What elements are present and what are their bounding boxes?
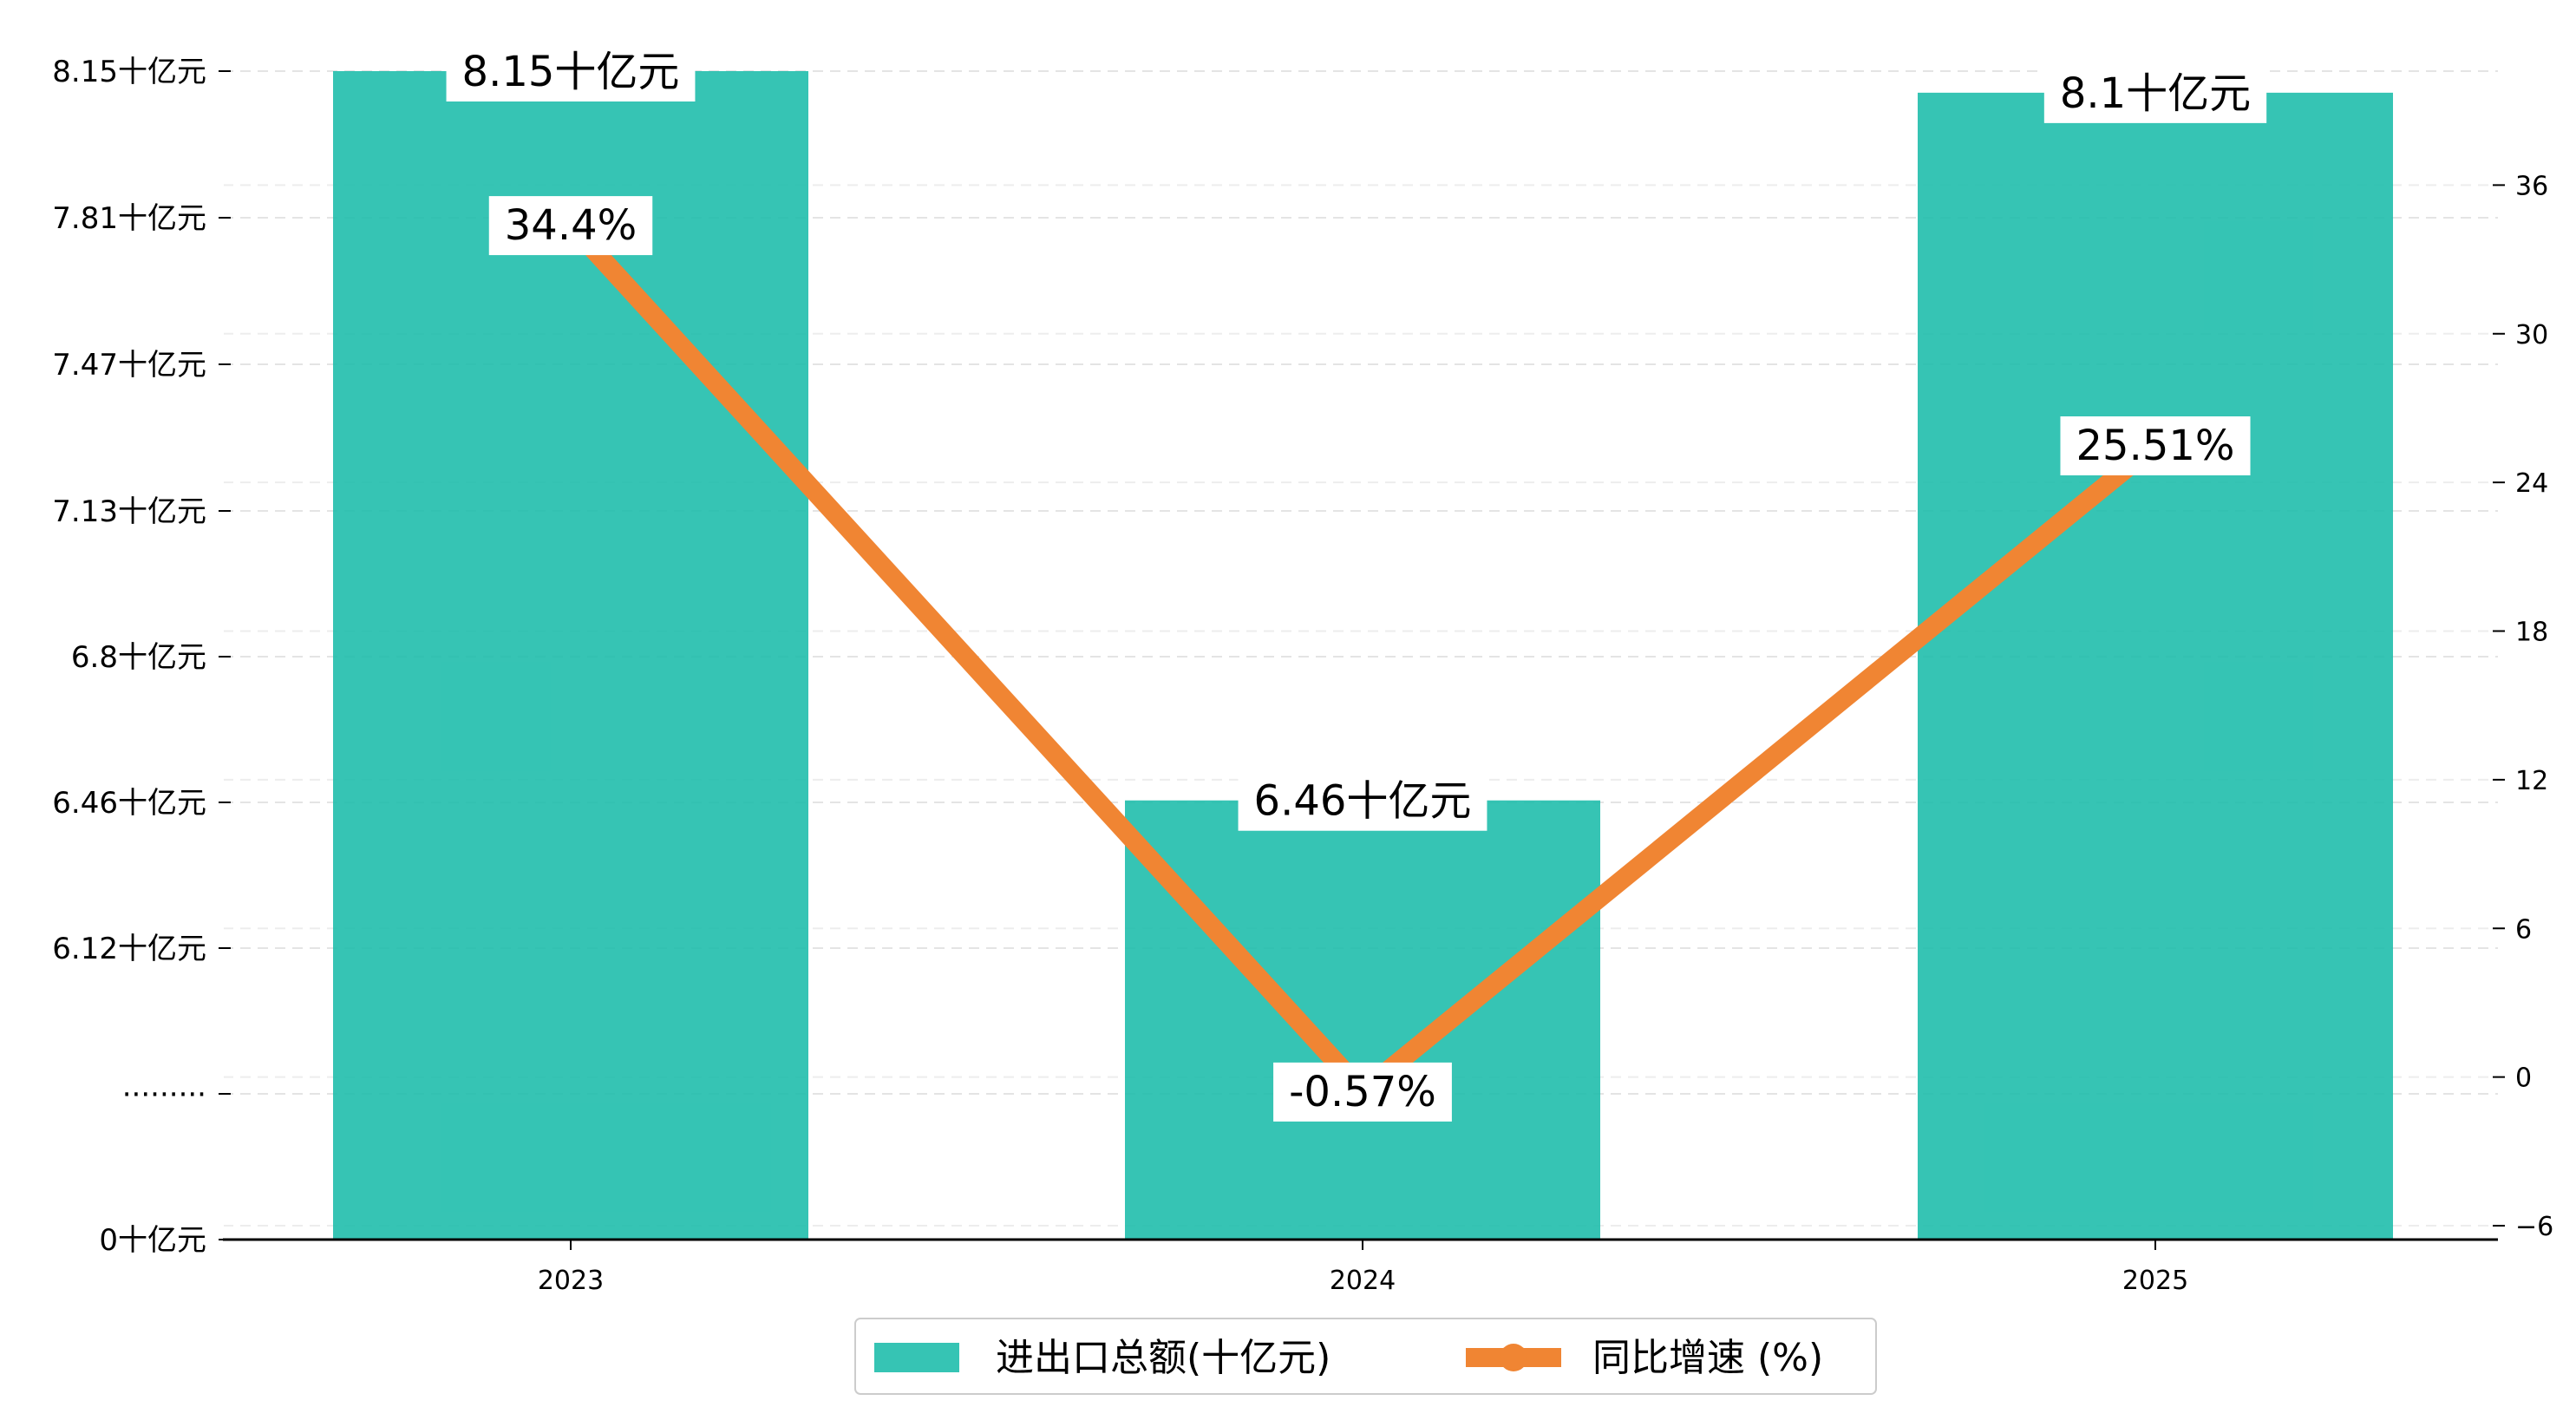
right-tick-label: 12	[2515, 766, 2548, 796]
left-tick-label: 6.8十亿元	[71, 640, 206, 675]
bar-value-label-box	[1238, 771, 1487, 831]
left-tick-label: 8.15十亿元	[52, 55, 206, 89]
right-tick-label: 24	[2515, 468, 2548, 499]
line-value-label-text: 25.51%	[2076, 422, 2234, 470]
bar-value-label-box	[2043, 63, 2267, 123]
legend-bar-swatch	[874, 1343, 959, 1372]
line-value-label-box	[2060, 416, 2251, 476]
bar-value-label-text: 8.1十亿元	[2060, 69, 2251, 118]
right-tick-label: 6	[2515, 914, 2532, 945]
bar-value-label: 6.46十亿元	[1238, 771, 1487, 831]
legend-line-marker	[1500, 1344, 1527, 1371]
line-value-label: 25.51%	[2060, 416, 2251, 476]
bar	[333, 71, 808, 1240]
line-value-label-text: -0.57%	[1289, 1068, 1436, 1116]
bar-value-label-box	[446, 43, 696, 101]
left-tick-label: 6.46十亿元	[52, 786, 206, 821]
line-value-label-box	[488, 196, 653, 256]
legend-box	[854, 1318, 1877, 1395]
right-tick-label: −6	[2515, 1212, 2553, 1242]
bar-series	[333, 71, 2393, 1240]
bar-value-label-text: 6.46十亿元	[1254, 777, 1472, 826]
right-tick-label: 36	[2515, 171, 2548, 201]
line-value-label: 34.4%	[488, 196, 653, 256]
line-value-label: -0.57%	[1273, 1062, 1452, 1122]
right-tick-label: 18	[2515, 618, 2548, 648]
bar	[1125, 800, 1600, 1240]
x-tick-label: 2025	[2122, 1266, 2188, 1296]
left-tick-label: 0十亿元	[99, 1223, 206, 1258]
left-tick-label: 7.81十亿元	[52, 201, 206, 236]
right-tick-label: 30	[2515, 320, 2548, 350]
legend-bar-label: 进出口总额(十亿元)	[996, 1336, 1330, 1380]
data-labels: 8.15十亿元 6.46十亿元 8.1十亿元 34.4% -0.57% 25.51%	[446, 43, 2267, 1122]
left-tick-label: 7.13十亿元	[52, 494, 206, 529]
line-value-label-box	[1273, 1062, 1452, 1122]
x-tick-label: 2024	[1330, 1266, 1396, 1296]
axes: 0十亿元 ········· 6.12十亿元 6.46十亿元 6.8十亿元 7.13十亿元…	[52, 55, 2553, 1296]
legend-line-label: 同比增速 (%)	[1592, 1336, 1823, 1380]
bar-value-label: 8.15十亿元	[446, 43, 696, 101]
legend: 进出口总额(十亿元) 同比增速 (%)	[854, 1318, 1877, 1395]
bar	[1918, 92, 2393, 1240]
bar-value-label: 8.1十亿元	[2043, 63, 2267, 123]
left-tick-label: 7.47十亿元	[52, 348, 206, 383]
right-tick-label: 0	[2515, 1063, 2532, 1094]
bar-value-label-text: 8.15十亿元	[462, 48, 680, 96]
x-tick-label: 2023	[538, 1266, 604, 1296]
line-value-label-text: 34.4%	[505, 201, 637, 250]
left-tick-label: 6.12十亿元	[52, 932, 206, 966]
left-tick-label: ·········	[122, 1077, 206, 1112]
